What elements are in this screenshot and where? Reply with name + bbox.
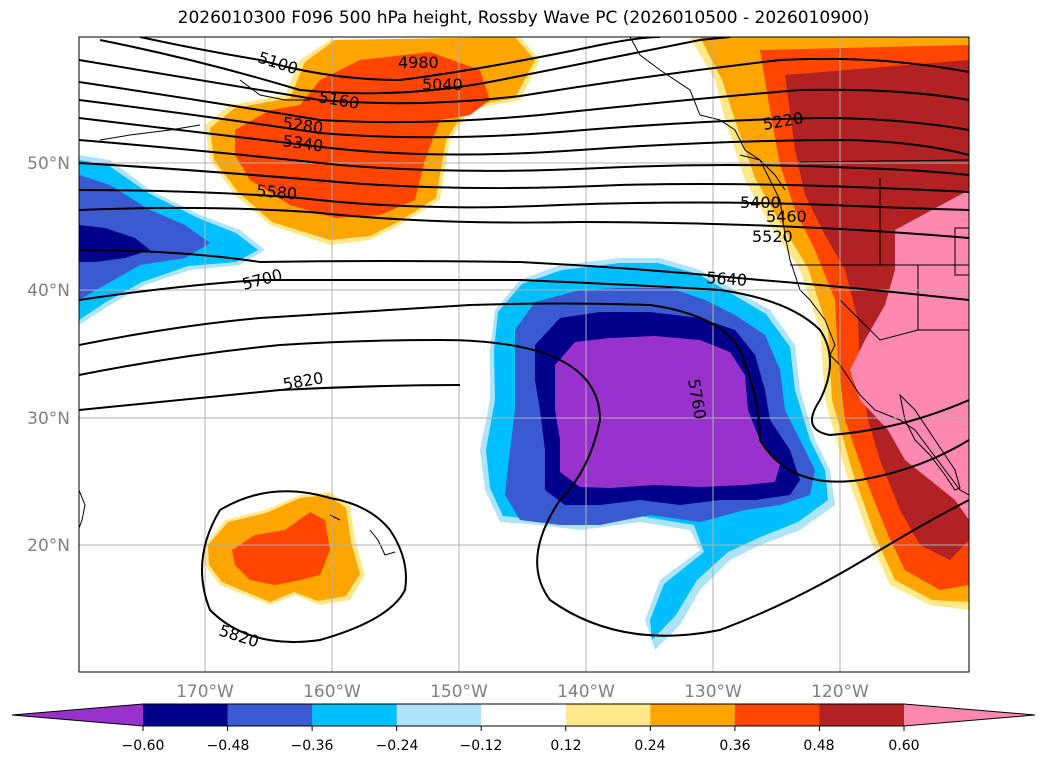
colorbar-segments [12,704,1035,726]
contour-label: 5640 [706,268,748,290]
map-panel: 5100 4980 5040 5160 5280 5340 5580 5700 … [79,37,969,672]
colorbar-tick-label: 0.36 [719,738,750,754]
lat-label: 20°N [27,536,70,556]
map-frame [78,36,970,673]
lon-label: 140°W [557,682,615,702]
colorbar-tick-label: 0.12 [550,738,581,754]
contour-label: 5400 [740,193,781,212]
colorbar-segment [565,704,651,726]
colorbar-segment [819,704,905,726]
contour-label: 5520 [752,227,793,246]
colorbar-tick-label: 0.48 [803,738,834,754]
colorbar-segment [481,704,567,726]
colorbar-tick-label: 0.60 [888,738,919,754]
anomaly-fill-layer [79,37,969,650]
colorbar-tick-label: −0.60 [122,738,165,754]
colorbar-tick-label: 0.24 [634,738,665,754]
height-contours [79,37,969,643]
colorbar-segment [734,704,820,726]
lon-label: 160°W [303,682,361,702]
lat-label: 30°N [27,409,70,429]
contour-label: 5040 [422,75,463,94]
lat-label: 50°N [27,154,70,174]
contour-label: 5460 [766,207,807,226]
lon-label: 130°W [684,682,742,702]
longitude-labels: 170°W 160°W 150°W 140°W 130°W 120°W [176,682,869,702]
contour-label: 4980 [398,53,439,72]
lon-label: 170°W [176,682,234,702]
lon-label: 120°W [811,682,869,702]
contour-label: 5580 [256,181,298,203]
colorbar-segment [650,704,736,726]
colorbar-tick-label: −0.12 [460,738,503,754]
colorbar-segment [312,704,398,726]
colorbar-segment [396,704,482,726]
colorbar-segment [227,704,313,726]
colorbar: −0.60 −0.48 −0.36 −0.24 −0.12 0.12 0.24 … [11,703,1036,754]
colorbar-extend-low [12,704,143,726]
lat-label: 40°N [27,281,70,301]
latitude-labels: 50°N 40°N 30°N 20°N [27,154,70,556]
colorbar-segment [143,704,229,726]
colorbar-tick-labels: −0.60 −0.48 −0.36 −0.24 −0.12 0.12 0.24 … [122,738,920,754]
chart-title: 2026010300 F096 500 hPa height, Rossby W… [177,8,870,28]
colorbar-tick-label: −0.24 [376,738,419,754]
colorbar-ticks [142,726,905,731]
colorbar-tick-label: −0.48 [207,738,250,754]
colorbar-tick-label: −0.36 [291,738,334,754]
lon-label: 150°W [430,682,488,702]
colorbar-extend-high [904,704,1035,726]
